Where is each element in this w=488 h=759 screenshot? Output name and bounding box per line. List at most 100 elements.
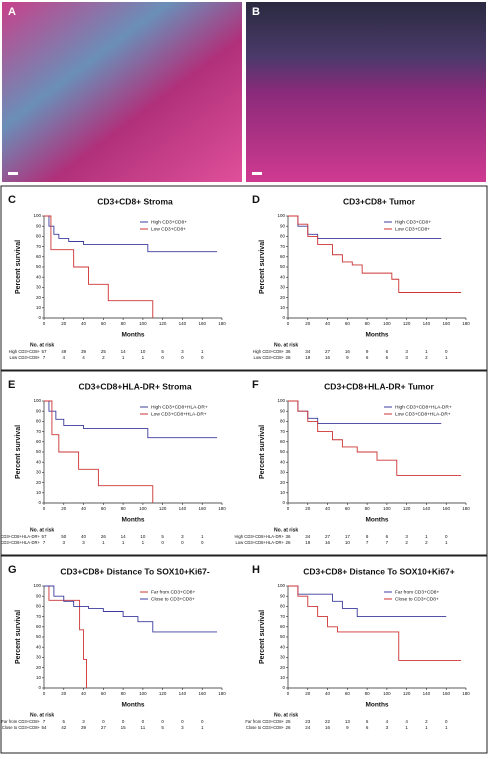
y-tick-label: 90 bbox=[36, 408, 42, 413]
risk-count: 6 bbox=[366, 719, 369, 724]
x-tick-label: 180 bbox=[462, 321, 470, 326]
risk-count: 39 bbox=[81, 725, 87, 730]
risk-count: 9 bbox=[366, 349, 369, 354]
x-tick-label: 100 bbox=[383, 691, 391, 696]
row-border bbox=[0, 370, 488, 556]
legend-label: Low CD3+CD8+ bbox=[151, 226, 186, 232]
survival-curve bbox=[44, 400, 218, 439]
risk-count: 26 bbox=[101, 534, 107, 539]
legend-label: Low CD3+CD8+ bbox=[395, 226, 430, 232]
risk-count: 26 bbox=[285, 540, 291, 545]
risk-count: 3 bbox=[181, 534, 184, 539]
risk-count: 3 bbox=[386, 725, 389, 730]
y-tick-label: 60 bbox=[36, 439, 42, 444]
x-axis-label: Months bbox=[365, 702, 388, 709]
risk-count: 1 bbox=[102, 540, 105, 545]
risk-count: 2 bbox=[102, 355, 105, 360]
x-tick-label: 40 bbox=[81, 321, 87, 326]
x-tick-label: 100 bbox=[139, 691, 147, 696]
panel-label: A bbox=[8, 6, 16, 18]
x-tick-label: 20 bbox=[61, 506, 67, 511]
risk-count: 16 bbox=[325, 725, 331, 730]
y-tick-label: 10 bbox=[36, 305, 42, 310]
risk-count: 6 bbox=[386, 349, 389, 354]
y-tick-label: 30 bbox=[36, 285, 42, 290]
risk-row-label: High CD3+CD8+ bbox=[253, 349, 285, 354]
risk-count: 2 bbox=[405, 540, 408, 545]
x-tick-label: 120 bbox=[159, 321, 167, 326]
risk-count: 34 bbox=[305, 349, 311, 354]
y-tick-label: 60 bbox=[280, 624, 286, 629]
y-tick-label: 40 bbox=[36, 644, 42, 649]
risk-count: 1 bbox=[122, 355, 125, 360]
x-tick-label: 180 bbox=[218, 691, 226, 696]
legend-label: Low CD3+CD8+HLA-DR+ bbox=[151, 411, 207, 417]
risk-row-label: Close to CD3+CD8+ bbox=[246, 725, 285, 730]
legend-label: Close to CD3+CD8+ bbox=[395, 596, 439, 602]
legend-label: Far from CD3+CD8+ bbox=[151, 589, 195, 595]
x-tick-label: 60 bbox=[101, 321, 107, 326]
x-tick-label: 180 bbox=[462, 691, 470, 696]
risk-count: 42 bbox=[61, 725, 67, 730]
x-tick-label: 140 bbox=[423, 506, 431, 511]
y-tick-label: 20 bbox=[36, 665, 42, 670]
risk-count: 34 bbox=[305, 534, 311, 539]
risk-count: 7 bbox=[43, 719, 46, 724]
risk-title: No. at risk bbox=[274, 527, 298, 533]
x-tick-label: 0 bbox=[43, 691, 46, 696]
risk-count: 5 bbox=[161, 349, 164, 354]
risk-count: 1 bbox=[445, 725, 448, 730]
y-tick-label: 70 bbox=[280, 244, 286, 249]
panel-label: B bbox=[252, 6, 260, 18]
risk-count: 8 bbox=[366, 534, 369, 539]
chart-title: CD3+CD8+ Tumor bbox=[343, 196, 416, 206]
risk-row-label: High CD3+CD8+ bbox=[9, 349, 41, 354]
y-tick-label: 10 bbox=[280, 675, 286, 680]
panel-label: C bbox=[8, 194, 16, 206]
y-tick-label: 20 bbox=[280, 295, 286, 300]
risk-count: 13 bbox=[345, 719, 351, 724]
risk-row-label: Far from CD3+CD8+ bbox=[1, 719, 40, 724]
risk-count: 16 bbox=[345, 349, 351, 354]
x-tick-label: 20 bbox=[305, 506, 311, 511]
y-axis-label: Percent survival bbox=[259, 240, 266, 294]
scale-bar bbox=[8, 172, 18, 175]
x-tick-label: 120 bbox=[159, 691, 167, 696]
risk-count: 0 bbox=[445, 534, 448, 539]
y-tick-label: 70 bbox=[36, 614, 42, 619]
risk-count: 0 bbox=[122, 719, 125, 724]
survival-curve bbox=[288, 585, 462, 661]
y-tick-label: 90 bbox=[280, 223, 286, 228]
risk-count: 1 bbox=[425, 534, 428, 539]
risk-count: 4 bbox=[63, 355, 66, 360]
x-tick-label: 100 bbox=[139, 506, 147, 511]
y-tick-label: 30 bbox=[280, 470, 286, 475]
panel-label: G bbox=[8, 564, 17, 576]
risk-count: 16 bbox=[325, 540, 331, 545]
y-axis-label: Percent survival bbox=[15, 240, 22, 294]
x-axis-label: Months bbox=[365, 332, 388, 339]
y-tick-label: 70 bbox=[36, 244, 42, 249]
x-tick-label: 100 bbox=[383, 321, 391, 326]
risk-count: 1 bbox=[445, 540, 448, 545]
y-axis-label: Percent survival bbox=[259, 425, 266, 479]
risk-count: 49 bbox=[61, 349, 67, 354]
x-tick-label: 100 bbox=[139, 321, 147, 326]
risk-count: 27 bbox=[325, 349, 331, 354]
risk-count: 50 bbox=[61, 534, 67, 539]
y-tick-label: 10 bbox=[280, 490, 286, 495]
x-tick-label: 40 bbox=[81, 691, 87, 696]
x-tick-label: 20 bbox=[305, 691, 311, 696]
legend-label: Far from CD3+CD8+ bbox=[395, 589, 439, 595]
risk-count: 16 bbox=[325, 355, 331, 360]
risk-count: 36 bbox=[285, 534, 291, 539]
y-tick-label: 10 bbox=[36, 490, 42, 495]
y-tick-label: 10 bbox=[36, 675, 42, 680]
y-tick-label: 40 bbox=[280, 459, 286, 464]
y-tick-label: 40 bbox=[280, 274, 286, 279]
y-tick-label: 20 bbox=[36, 295, 42, 300]
risk-count: 0 bbox=[201, 719, 204, 724]
risk-count: 39 bbox=[81, 349, 87, 354]
survival-curve bbox=[44, 215, 154, 318]
y-tick-label: 0 bbox=[282, 685, 285, 690]
